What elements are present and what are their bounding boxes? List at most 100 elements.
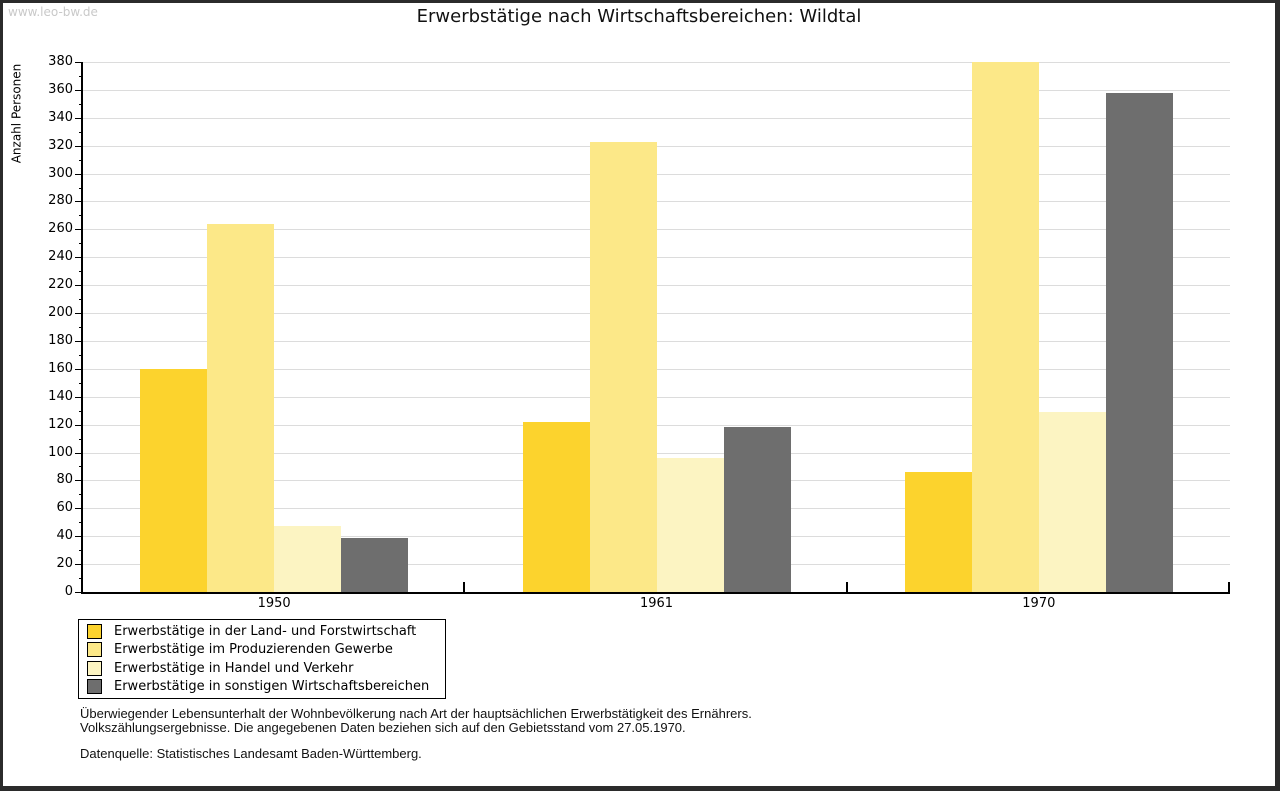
footnote-source: Datenquelle: Statistisches Landesamt Bad… <box>80 746 422 761</box>
legend: Erwerbstätige in der Land- und Forstwirt… <box>78 619 446 699</box>
legend-item: Erwerbstätige in der Land- und Forstwirt… <box>87 623 445 639</box>
y-tick-label: 100 <box>48 444 73 460</box>
y-axis-tick <box>79 438 83 440</box>
bar <box>522 421 590 592</box>
y-axis-tick <box>75 201 83 203</box>
y-axis-line <box>81 62 83 594</box>
y-tick-label: 200 <box>48 305 73 321</box>
y-axis-tick <box>75 257 83 259</box>
y-tick-label: 320 <box>48 137 73 153</box>
y-axis-tick <box>75 424 83 426</box>
y-axis-tick <box>79 215 83 217</box>
y-axis-tick <box>79 578 83 580</box>
x-tick-label: 1950 <box>257 596 291 611</box>
y-axis-tick <box>79 299 83 301</box>
y-tick-label: 60 <box>56 500 73 516</box>
y-axis-tick <box>75 145 83 147</box>
y-tick-label: 140 <box>48 388 73 404</box>
y-axis-tick <box>75 396 83 398</box>
y-tick-label: 160 <box>48 360 73 376</box>
gridline <box>83 285 1230 287</box>
y-axis-tick <box>79 243 83 245</box>
y-axis-tick <box>75 452 83 454</box>
legend-swatch <box>87 642 102 658</box>
y-axis-tick <box>75 117 83 119</box>
bar <box>341 537 409 592</box>
gridline <box>83 452 1230 454</box>
chart-title: Erwerbstätige nach Wirtschaftsbereichen:… <box>416 6 862 27</box>
y-axis-tick <box>75 340 83 342</box>
legend-swatch <box>87 679 102 695</box>
y-axis-tick <box>75 173 83 175</box>
y-tick-label: 340 <box>48 109 73 125</box>
y-tick-label: 120 <box>48 416 73 432</box>
y-axis-tick <box>75 536 83 538</box>
legend-label: Erwerbstätige im Produzierenden Gewerbe <box>114 642 393 658</box>
gridline <box>83 396 1230 398</box>
gridline <box>83 62 1230 63</box>
y-axis-tick <box>79 466 83 468</box>
footnote-line-2: Volkszählungsergebnisse. Die angegebenen… <box>80 719 686 735</box>
legend-item: Erwerbstätige in Handel und Verkehr <box>87 660 445 676</box>
legend-swatch <box>87 660 102 676</box>
y-axis-tick <box>75 229 83 231</box>
gridline <box>83 173 1230 175</box>
bar <box>656 458 724 592</box>
y-tick-label: 260 <box>48 221 73 237</box>
y-axis-tick <box>79 410 83 412</box>
y-tick-label: 0 <box>64 584 73 599</box>
gridline <box>83 89 1230 91</box>
gridline <box>83 145 1230 147</box>
y-axis-tick <box>79 382 83 384</box>
bar <box>207 223 275 592</box>
gridline <box>83 229 1230 231</box>
y-tick-label: 80 <box>56 472 73 488</box>
y-axis-tick <box>75 89 83 91</box>
gridline <box>83 340 1230 342</box>
y-axis-tick <box>75 313 83 315</box>
y-axis-tick <box>79 354 83 356</box>
y-axis-tick <box>79 159 83 161</box>
watermark: www.leo-bw.de <box>8 5 98 19</box>
gridline <box>83 257 1230 259</box>
y-tick-label: 280 <box>48 193 73 209</box>
y-axis-tick <box>79 494 83 496</box>
y-axis-tick <box>75 285 83 287</box>
bar <box>140 368 208 592</box>
y-axis-tick <box>75 480 83 482</box>
bar <box>274 526 342 592</box>
gridline <box>83 201 1230 203</box>
bar <box>723 427 791 592</box>
y-tick-label: 380 <box>48 54 73 69</box>
x-axis-boundary-tick <box>1228 582 1230 592</box>
y-axis-tick <box>75 592 83 593</box>
y-tick-label: 360 <box>48 81 73 97</box>
legend-label: Erwerbstätige in sonstigen Wirtschaftsbe… <box>114 679 430 695</box>
y-axis-tick <box>79 522 83 524</box>
plot-area <box>75 62 1230 593</box>
bar <box>971 62 1039 592</box>
y-axis-tick <box>79 187 83 189</box>
legend-item: Erwerbstätige in sonstigen Wirtschaftsbe… <box>87 679 445 695</box>
bar <box>589 141 657 592</box>
x-tick-label: 1970 <box>1022 596 1056 611</box>
y-tick-label: 300 <box>48 165 73 181</box>
x-axis-line <box>81 592 1230 594</box>
x-tick-label: 1961 <box>639 596 674 611</box>
y-axis-tick <box>75 508 83 510</box>
y-tick-label: 180 <box>48 332 73 348</box>
y-axis-tick <box>79 131 83 133</box>
y-axis-tick <box>75 62 83 63</box>
y-tick-label: 240 <box>48 249 73 265</box>
y-tick-label: 20 <box>56 556 73 572</box>
y-axis-tick <box>79 327 83 328</box>
legend-swatch <box>87 623 102 639</box>
y-axis-tick <box>79 103 83 105</box>
x-axis-boundary-tick <box>463 582 466 592</box>
y-tick-label: 220 <box>48 277 73 293</box>
footnote-line-1: Überwiegender Lebensunterhalt der Wohnbe… <box>80 706 752 721</box>
gridline <box>83 117 1230 119</box>
bar <box>1105 92 1173 592</box>
legend-label: Erwerbstätige in Handel und Verkehr <box>114 660 354 676</box>
gridline <box>83 368 1230 370</box>
